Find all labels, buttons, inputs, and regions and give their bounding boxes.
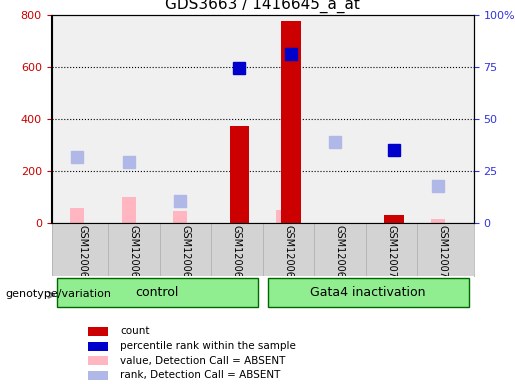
- Text: Gata4 inactivation: Gata4 inactivation: [311, 286, 426, 299]
- Text: count: count: [120, 326, 149, 336]
- Bar: [88, 327, 109, 336]
- Text: control: control: [135, 286, 179, 299]
- Text: percentile rank within the sample: percentile rank within the sample: [120, 341, 296, 351]
- Bar: [70, 209, 84, 223]
- Bar: [88, 371, 109, 380]
- Text: GSM120064: GSM120064: [77, 225, 88, 285]
- Bar: [281, 20, 301, 223]
- Bar: [431, 219, 445, 223]
- Text: rank, Detection Call = ABSENT: rank, Detection Call = ABSENT: [120, 370, 280, 380]
- FancyBboxPatch shape: [268, 278, 469, 308]
- Bar: [230, 126, 249, 223]
- Text: GSM120065: GSM120065: [129, 225, 139, 285]
- Text: GSM120068: GSM120068: [283, 225, 294, 285]
- Text: GSM120071: GSM120071: [438, 225, 448, 285]
- Bar: [88, 342, 109, 351]
- Bar: [384, 215, 404, 223]
- Bar: [122, 197, 136, 223]
- Text: GSM120069: GSM120069: [335, 225, 345, 285]
- FancyBboxPatch shape: [57, 278, 258, 308]
- Text: GSM120070: GSM120070: [386, 225, 397, 285]
- Bar: [173, 211, 187, 223]
- Text: value, Detection Call = ABSENT: value, Detection Call = ABSENT: [120, 356, 285, 366]
- Bar: [88, 356, 109, 366]
- Text: GSM120067: GSM120067: [232, 225, 242, 285]
- Text: GSM120066: GSM120066: [180, 225, 191, 285]
- Text: genotype/variation: genotype/variation: [5, 289, 111, 299]
- Title: GDS3663 / 1416645_a_at: GDS3663 / 1416645_a_at: [165, 0, 360, 13]
- Bar: [276, 210, 290, 223]
